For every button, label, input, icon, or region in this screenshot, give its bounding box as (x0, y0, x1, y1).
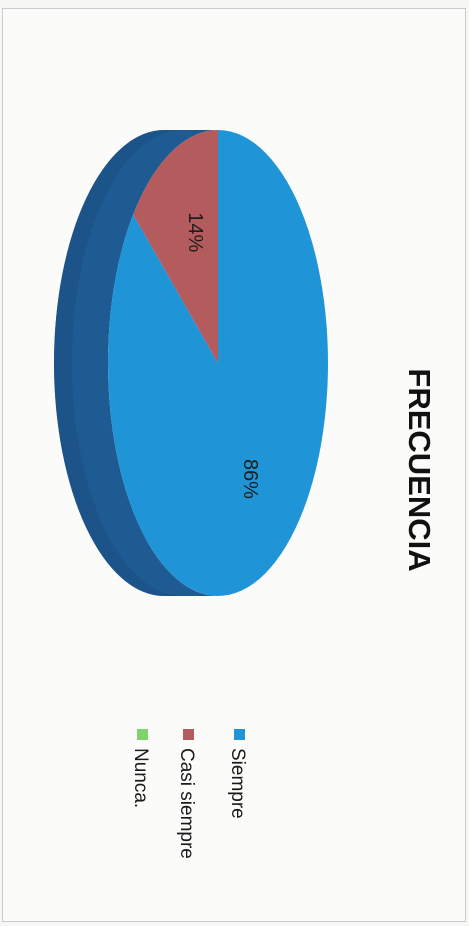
legend-swatch-nunca (137, 729, 148, 740)
legend-swatch-siempre (234, 729, 245, 740)
data-label-siempre: 86% (239, 459, 261, 499)
pie-side (54, 130, 218, 596)
pie-top (107, 130, 328, 596)
legend-label-siempre: Siempre (227, 748, 248, 819)
pie-side-shadow (54, 130, 182, 596)
pie-slice-casi-siempre (133, 130, 218, 363)
data-label-casi-siempre: 14% (184, 212, 206, 252)
legend-label-casi-siempre: Casi siempre (176, 748, 197, 859)
legend-swatch-casi-siempre (183, 729, 194, 740)
legend-label-nunca: Nunca. (130, 748, 151, 808)
legend: Siempre Casi siempre Nunca. (130, 729, 248, 859)
pie-side-band (54, 130, 218, 596)
chart-title: FRECUENCIA (402, 368, 437, 571)
